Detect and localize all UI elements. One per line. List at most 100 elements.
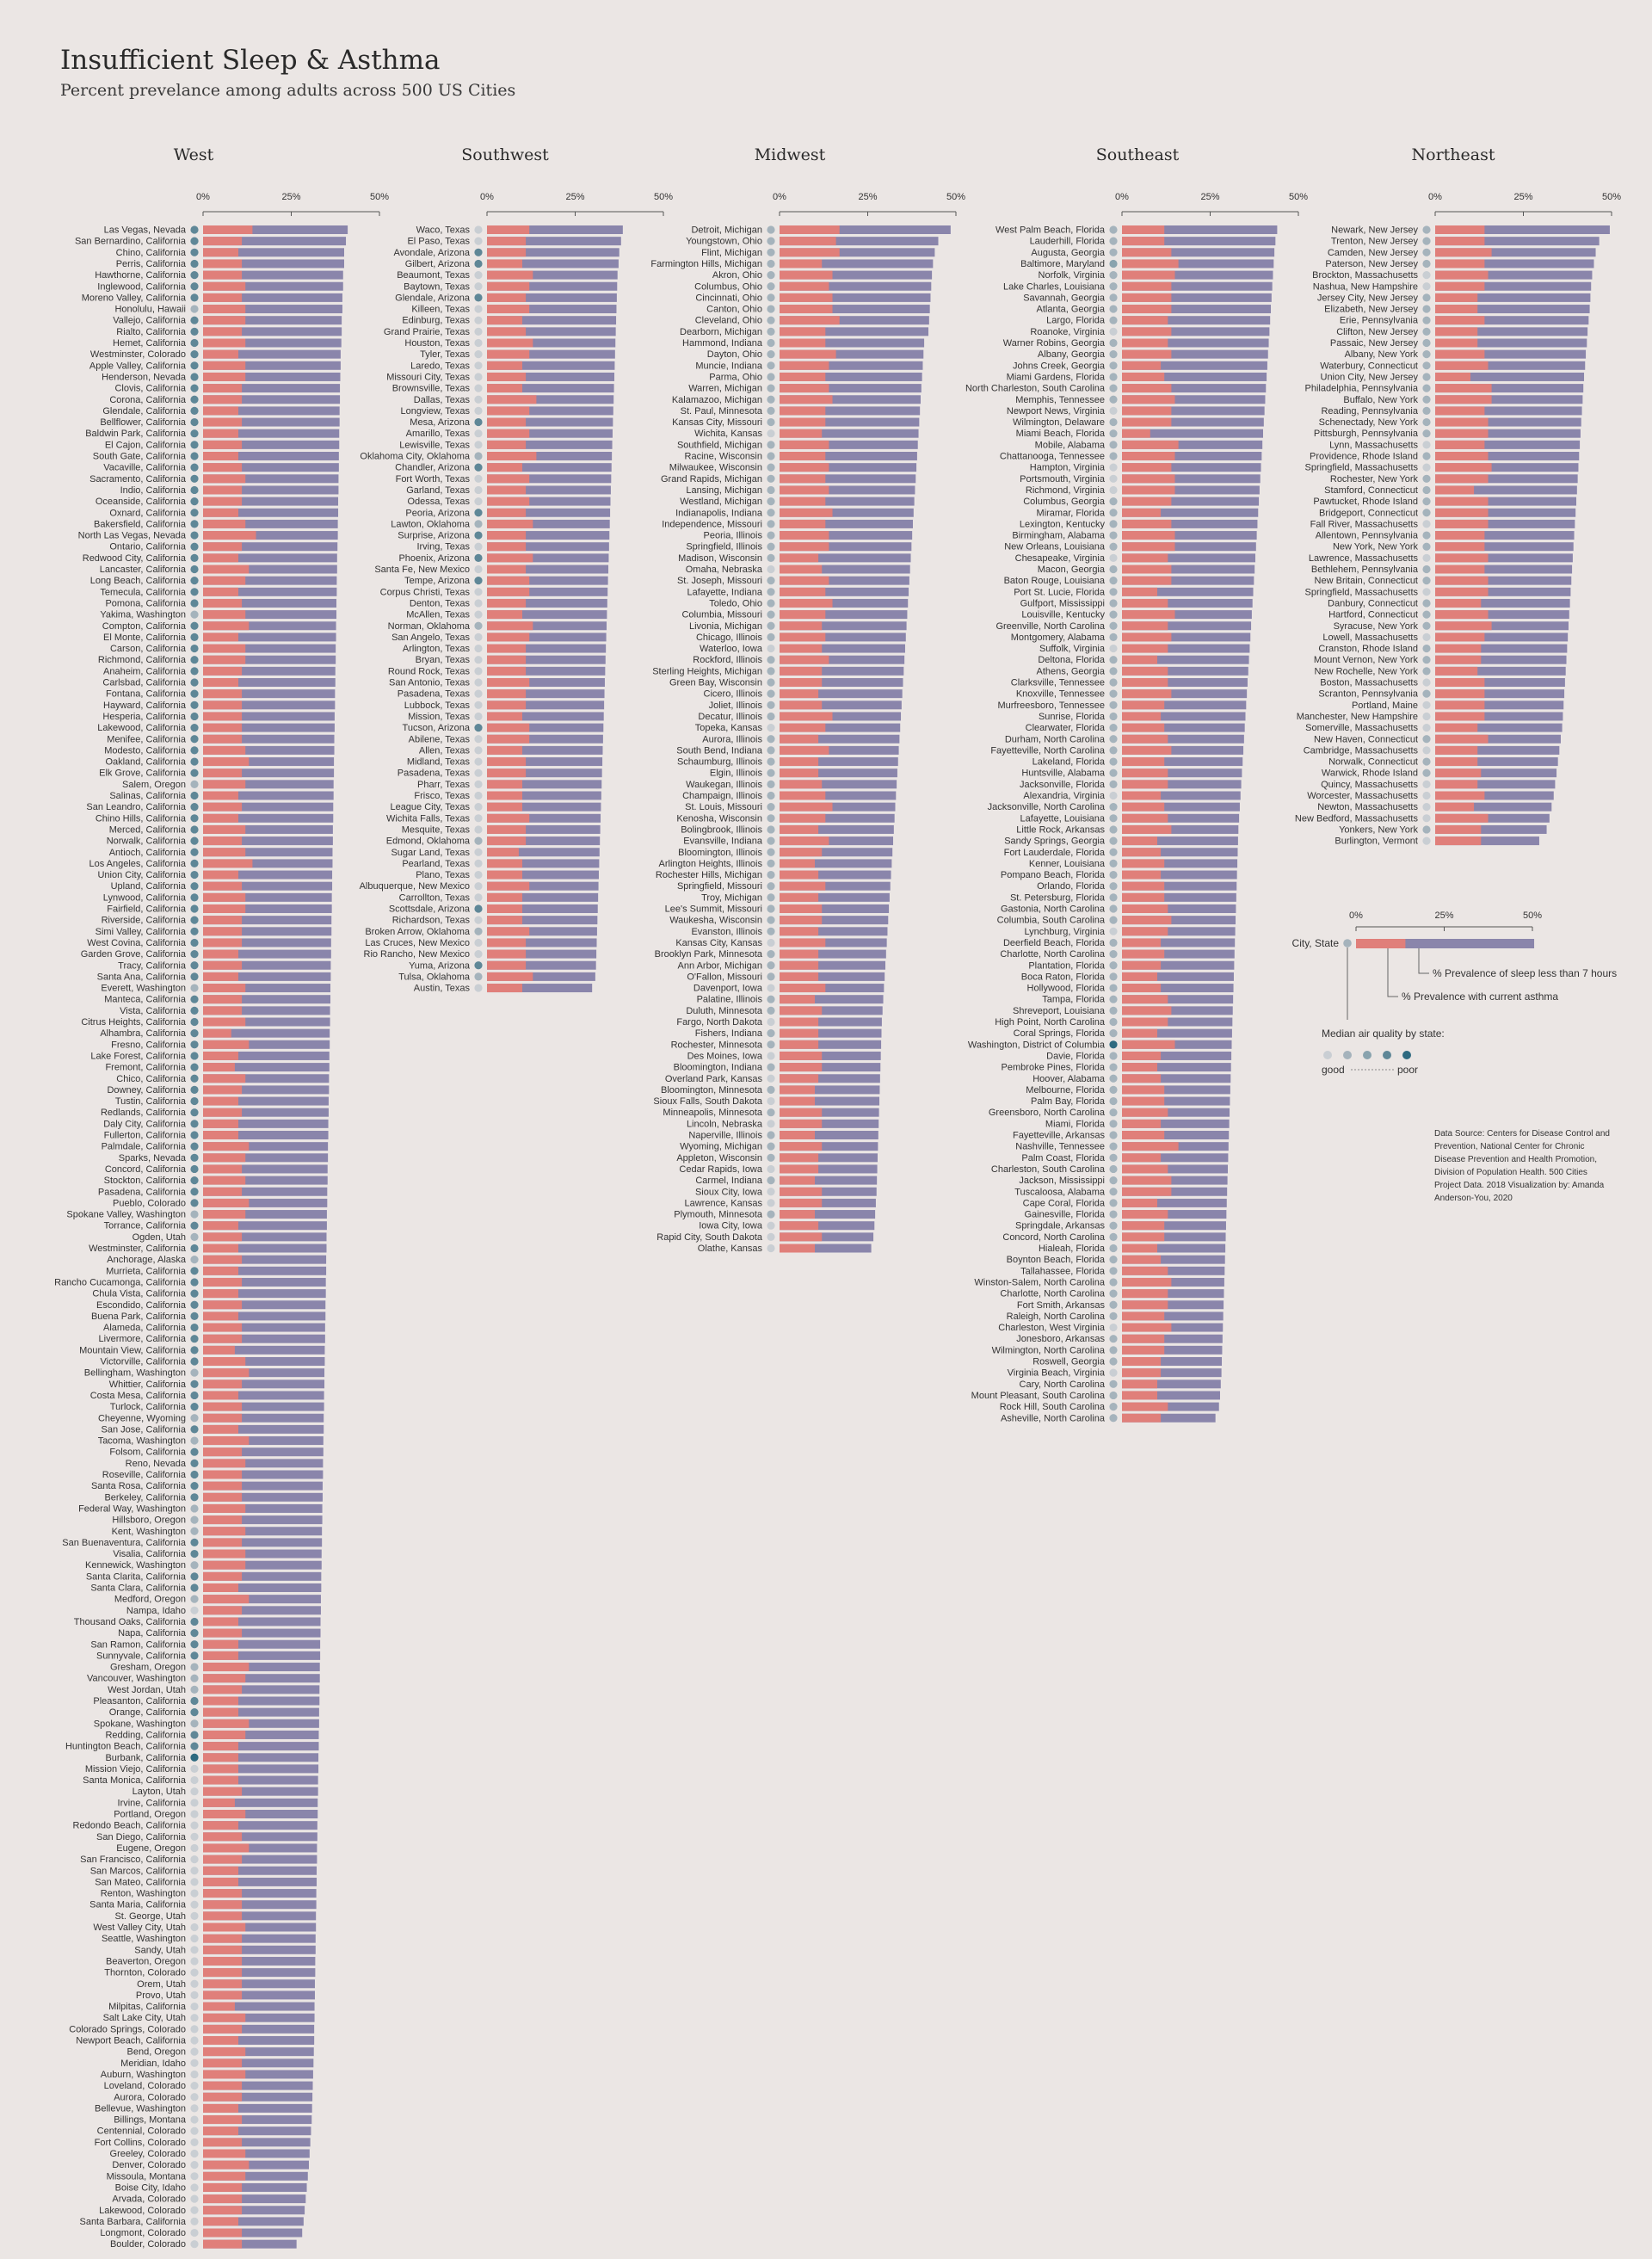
asthma-bar	[1122, 1153, 1162, 1163]
air-quality-dot	[1109, 509, 1118, 517]
sleep-bar	[203, 1595, 321, 1604]
city-row: Tacoma, Washington	[98, 1436, 324, 1447]
city-label: Shreveport, Louisiana	[1013, 1006, 1106, 1016]
city-label: Detroit, Michigan	[691, 225, 762, 236]
sleep-bar	[487, 463, 612, 472]
asthma-bar	[780, 452, 826, 460]
city-row: Passaic, New Jersey	[1330, 338, 1587, 349]
sleep-bar	[1435, 248, 1596, 257]
city-label: Aurora, Illinois	[702, 734, 762, 744]
city-row: Gainesville, Florida	[1024, 1210, 1227, 1220]
sleep-bar	[203, 463, 339, 472]
city-label: Brockton, Massachusetts	[1312, 270, 1418, 281]
air-quality-dot	[190, 2002, 199, 2011]
asthma-bar	[203, 723, 243, 732]
sleep-bar	[203, 576, 337, 585]
air-quality-dot	[190, 927, 199, 935]
city-row: Abilene, Texas	[409, 734, 603, 744]
city-label: Kent, Washington	[112, 1527, 186, 1537]
air-quality-dot	[1109, 1085, 1118, 1094]
city-label: Cape Coral, Florida	[1023, 1198, 1106, 1208]
asthma-bar	[487, 519, 533, 528]
city-label: Athens, Georgia	[1037, 666, 1106, 676]
asthma-bar	[203, 655, 246, 664]
city-row: Allentown, Pennsylvania	[1316, 531, 1575, 541]
asthma-bar	[780, 1187, 823, 1196]
city-row: Deerfield Beach, Florida	[1003, 938, 1236, 948]
sleep-bar	[203, 1730, 319, 1739]
air-quality-dot	[1109, 485, 1118, 495]
sleep-bar	[1122, 305, 1272, 314]
air-quality-dot	[190, 338, 199, 348]
city-row: Midland, Texas	[407, 757, 603, 768]
asthma-bar	[203, 904, 246, 913]
city-label: Deerfield Beach, Florida	[1003, 938, 1106, 948]
sleep-bar	[1122, 666, 1248, 676]
city-label: Chico, California	[116, 1074, 187, 1084]
asthma-bar	[1122, 1198, 1157, 1207]
city-label: Little Rock, Arkansas	[1016, 824, 1105, 835]
asthma-bar	[203, 281, 246, 291]
city-row: Arlington, Texas	[403, 644, 607, 654]
city-label: Nashville, Tennessee	[1015, 1142, 1105, 1152]
asthma-bar	[1122, 949, 1165, 959]
air-quality-dot	[1109, 1323, 1118, 1332]
air-quality-dot	[190, 667, 199, 676]
city-row: Brockton, Massachusetts	[1312, 270, 1593, 281]
city-label: Ann Arbor, Michigan	[678, 960, 762, 971]
air-quality-dot	[1109, 984, 1118, 992]
city-row: Irvine, California	[118, 1798, 318, 1808]
city-label: Rochester Hills, Michigan	[656, 870, 762, 880]
city-label: O'Fallon, Missouri	[687, 972, 762, 982]
asthma-bar	[203, 1345, 235, 1355]
asthma-bar	[1435, 655, 1482, 664]
air-quality-dot	[474, 542, 483, 551]
asthma-bar	[1435, 813, 1489, 823]
air-quality-dot	[190, 1096, 199, 1106]
air-quality-dot	[190, 1232, 199, 1241]
asthma-bar	[1122, 1266, 1168, 1275]
sleep-bar	[203, 1131, 329, 1139]
city-row: Chattanooga, Tennessee	[1000, 452, 1262, 462]
air-quality-dot	[767, 825, 775, 834]
asthma-bar	[1122, 938, 1162, 947]
asthma-bar	[203, 2228, 243, 2237]
city-row: Cambridge, Massachusetts	[1304, 745, 1560, 756]
city-label: Springfield, Massachusetts	[1305, 463, 1419, 473]
air-quality-dot	[190, 2228, 199, 2237]
air-quality-dot	[1109, 1096, 1118, 1106]
air-quality-dot	[190, 565, 199, 574]
asthma-bar	[203, 1187, 243, 1196]
air-quality-dot	[767, 803, 775, 812]
city-row: Wichita, Kansas	[694, 429, 919, 439]
asthma-bar	[203, 1142, 250, 1151]
asthma-bar	[203, 1527, 246, 1536]
city-row: Glendale, California	[102, 406, 340, 417]
air-quality-dot	[190, 757, 199, 766]
sleep-bar	[203, 1323, 325, 1332]
sleep-bar	[203, 2239, 297, 2249]
air-quality-dot	[767, 1176, 775, 1185]
city-label: Avondale, Arizona	[394, 248, 471, 258]
city-label: Melbourne, Florida	[1026, 1085, 1106, 1096]
city-row: Jacksonville, North Carolina	[988, 802, 1240, 812]
air-quality-dot	[190, 463, 199, 472]
air-quality-dot	[474, 531, 483, 540]
legend: 0% 25% 50%City, State% Prevalence of sleep…	[1292, 910, 1618, 1076]
air-quality-dot	[474, 803, 483, 812]
sleep-bar	[1122, 542, 1256, 552]
tick-label: 25%	[1200, 192, 1219, 202]
city-label: San Ramon, California	[90, 1639, 187, 1650]
city-label: Vista, California	[120, 1006, 187, 1016]
air-quality-dot	[190, 1142, 199, 1151]
sleep-bar	[1122, 892, 1236, 902]
city-row: Bend, Oregon	[127, 2047, 314, 2058]
city-row: West Valley City, Utah	[93, 1923, 317, 1933]
sleep-bar	[203, 1402, 324, 1411]
asthma-bar	[203, 984, 246, 993]
city-label: Garland, Texas	[406, 485, 470, 496]
air-quality-dot	[190, 1300, 199, 1309]
city-row: Washington, District of Columbia	[968, 1040, 1232, 1050]
asthma-bar	[780, 813, 826, 823]
